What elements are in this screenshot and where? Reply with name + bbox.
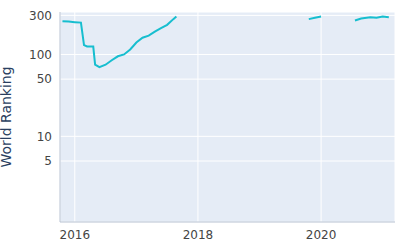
svg-text:5: 5 [44, 154, 52, 168]
svg-text:300: 300 [29, 9, 52, 23]
svg-text:2016: 2016 [60, 228, 91, 242]
svg-text:50: 50 [37, 72, 52, 86]
svg-text:100: 100 [29, 48, 52, 62]
svg-text:2018: 2018 [183, 228, 214, 242]
svg-text:World Ranking: World Ranking [8, 66, 14, 167]
svg-text:10: 10 [37, 130, 52, 144]
svg-text:2020: 2020 [306, 228, 337, 242]
